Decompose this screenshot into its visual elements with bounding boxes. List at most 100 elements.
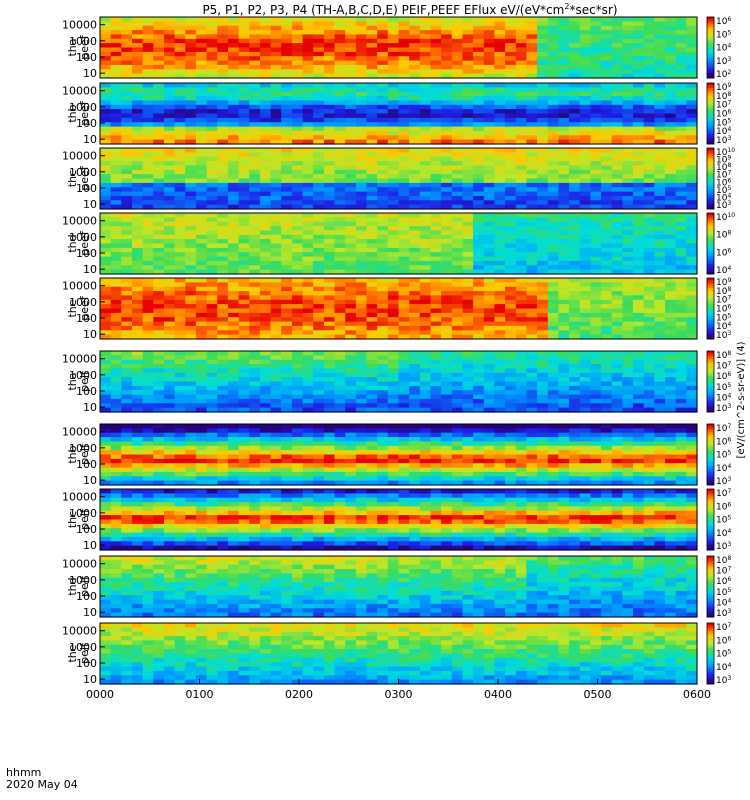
heatmap-cell [654, 317, 666, 323]
heatmap-cell [174, 130, 186, 136]
heatmap-cell [355, 239, 368, 245]
heatmap-cell [419, 64, 432, 70]
heatmap-cell [206, 91, 218, 97]
heatmap-cell [409, 204, 421, 210]
heatmap-cell [430, 364, 442, 370]
heatmap-cell [441, 265, 453, 271]
heatmap-cell [302, 17, 314, 22]
heatmap-cell [601, 291, 613, 297]
heatmap-cell [142, 269, 154, 275]
heatmap-cell [622, 295, 634, 301]
heatmap-cell [526, 51, 538, 57]
heatmap-cell [654, 135, 666, 141]
heatmap-cell [217, 282, 229, 288]
heatmap-cell [633, 87, 645, 93]
heatmap-cell [206, 38, 218, 44]
heatmap-cell [622, 165, 634, 171]
heatmap-cell [601, 299, 613, 305]
heatmap-cell [100, 325, 112, 331]
heatmap-cell [366, 117, 378, 123]
heatmap-cell [281, 226, 293, 232]
heatmap-cell [387, 195, 400, 201]
heatmap-cell [473, 243, 485, 249]
heatmap-cell [675, 252, 687, 258]
heatmap-cell [313, 87, 325, 93]
heatmap-cell [547, 213, 560, 218]
heatmap-cell [366, 368, 378, 374]
heatmap-cell [185, 256, 197, 262]
heatmap-cell [313, 256, 325, 262]
colorbar-tick-label: 109 [716, 82, 731, 93]
heatmap-cell [483, 364, 496, 370]
heatmap-cell [334, 403, 346, 409]
heatmap-cell [590, 87, 602, 93]
heatmap-cell [494, 56, 506, 62]
heatmap-cell [281, 200, 293, 206]
heatmap-cell [174, 200, 186, 206]
heatmap-cell [270, 317, 282, 323]
heatmap-cell [377, 182, 389, 188]
heatmap-cell [302, 200, 314, 206]
heatmap-cell [185, 60, 197, 66]
heatmap-cell [345, 91, 357, 97]
heatmap-cell [185, 156, 197, 162]
heatmap-cell [494, 60, 506, 66]
heatmap-cell [270, 260, 282, 266]
heatmap-cell [366, 51, 378, 57]
heatmap-cell [323, 200, 336, 206]
heatmap-cell [473, 217, 485, 223]
heatmap-cell [526, 217, 538, 223]
heatmap-cell [323, 372, 336, 378]
heatmap-cell [121, 372, 133, 378]
y-tick-label: 10 [83, 67, 97, 80]
heatmap-cell [281, 321, 293, 327]
heatmap-cell [366, 260, 378, 266]
heatmap-cell [100, 428, 112, 434]
heatmap-cell [110, 91, 122, 97]
heatmap-cell [110, 265, 122, 271]
heatmap-cell [195, 126, 208, 132]
heatmap-cell [387, 117, 400, 123]
heatmap-cell [686, 135, 698, 141]
heatmap-cell [323, 195, 336, 201]
heatmap-cell [473, 364, 485, 370]
heatmap-cell [366, 174, 378, 180]
heatmap-cell [302, 385, 314, 391]
heatmap-cell [270, 25, 282, 31]
heatmap-cell [217, 200, 229, 206]
heatmap-cell [505, 381, 517, 387]
heatmap-cell [313, 34, 325, 40]
heatmap-cell [451, 56, 464, 62]
heatmap-cell [121, 47, 133, 53]
heatmap-cell [483, 351, 496, 356]
heatmap-cell [473, 351, 485, 356]
heatmap-cell [601, 282, 613, 288]
heatmap-cell [462, 385, 474, 391]
heatmap-cell [643, 390, 655, 396]
heatmap-cell [291, 152, 304, 158]
heatmap-cell [515, 113, 528, 119]
heatmap-cell [654, 390, 666, 396]
heatmap-cell [398, 73, 410, 79]
heatmap-cell [675, 385, 687, 391]
heatmap-cell [441, 126, 453, 132]
colorbar-frame [706, 212, 715, 275]
heatmap-cell [206, 282, 218, 288]
heatmap-cell [259, 100, 272, 106]
heatmap-cell [537, 390, 549, 396]
heatmap-cell [686, 165, 698, 171]
heatmap-cell [302, 252, 314, 258]
heatmap-cell [185, 390, 197, 396]
heatmap-cell [121, 269, 133, 275]
heatmap-cell [430, 83, 442, 88]
heatmap-cell [633, 156, 645, 162]
heatmap-cell [665, 83, 677, 88]
heatmap-cell [505, 226, 517, 232]
heatmap-cell [654, 385, 666, 391]
heatmap-cell [419, 91, 432, 97]
heatmap-cell [643, 152, 655, 158]
heatmap-cell [387, 385, 400, 391]
colorbar-tick-label: 104 [716, 392, 731, 403]
heatmap-cell [281, 390, 293, 396]
heatmap-cell [185, 21, 197, 27]
